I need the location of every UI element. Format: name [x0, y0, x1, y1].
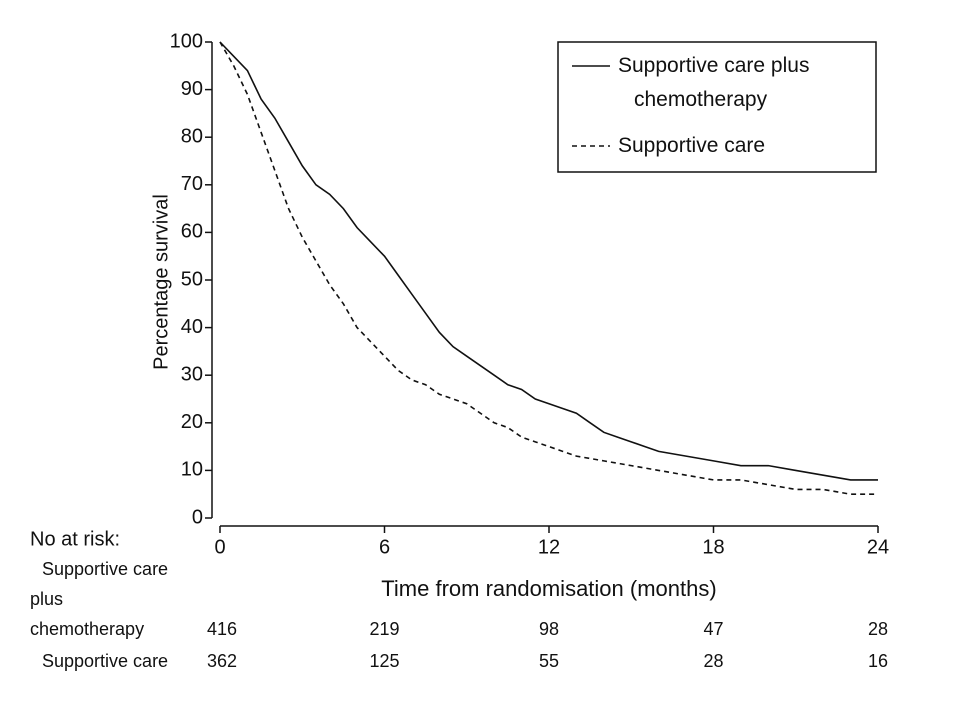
- y-tick-label: 20: [181, 411, 203, 433]
- risk-row-label: Supportive care: [42, 651, 168, 671]
- y-tick-label: 100: [170, 30, 203, 52]
- risk-count: 416: [207, 619, 237, 639]
- y-tick-label: 40: [181, 316, 203, 338]
- y-axis-label: Percentage survival: [150, 194, 172, 370]
- y-tick-label: 0: [192, 506, 203, 528]
- x-tick-label: 6: [379, 536, 390, 558]
- survival-line: [219, 41, 878, 495]
- legend-label: Supportive care: [618, 134, 766, 157]
- y-tick-label: 10: [181, 459, 203, 481]
- legend-box: [557, 41, 877, 173]
- risk-count: 28: [703, 651, 723, 671]
- risk-count: 362: [207, 651, 237, 671]
- x-tick-label: 24: [867, 536, 889, 558]
- risk-count: 47: [703, 619, 723, 639]
- risk-count: 28: [868, 619, 888, 639]
- legend-label: Supportive care plus chemotherapy: [618, 54, 810, 111]
- y-tick-label: 80: [181, 125, 203, 147]
- risk-title: No at risk:: [30, 528, 120, 550]
- y-tick-label: 60: [181, 221, 203, 243]
- survival-line: [219, 41, 878, 481]
- y-tick-label: 30: [181, 363, 203, 385]
- y-tick-label: 70: [181, 173, 203, 195]
- x-tick-label: 18: [702, 536, 724, 558]
- x-tick-label: 0: [214, 536, 225, 558]
- y-tick-label: 50: [181, 268, 203, 290]
- x-tick-label: 12: [538, 536, 560, 558]
- risk-count: 55: [539, 651, 559, 671]
- risk-row-label: chemotherapy: [30, 619, 144, 639]
- risk-count: 219: [369, 619, 399, 639]
- risk-row-label: Supportive care: [42, 559, 168, 579]
- y-tick-label: 90: [181, 78, 203, 100]
- risk-row-label: plus: [30, 589, 63, 609]
- x-axis-label: Time from randomisation (months): [381, 576, 716, 601]
- risk-count: 98: [539, 619, 559, 639]
- risk-count: 16: [868, 651, 888, 671]
- risk-count: 125: [369, 651, 399, 671]
